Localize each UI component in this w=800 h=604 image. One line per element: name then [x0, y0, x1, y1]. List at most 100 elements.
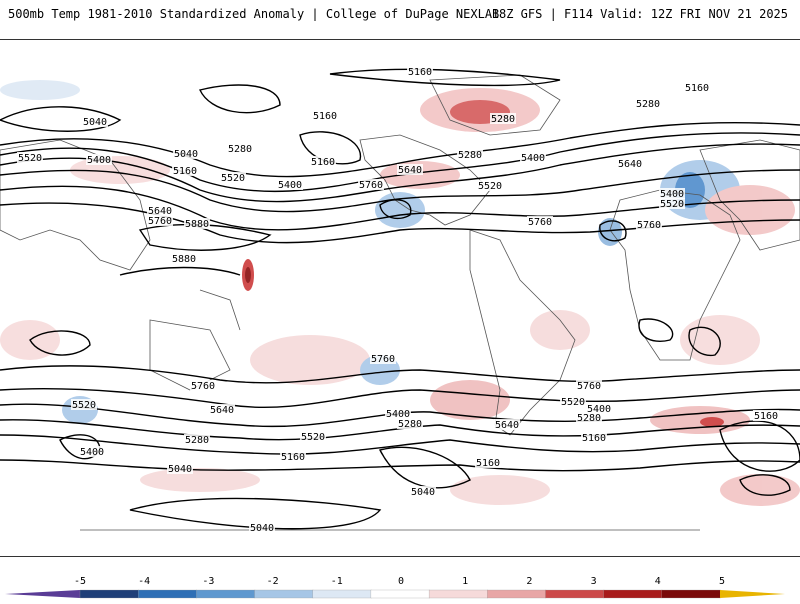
contour-label: 5400: [386, 409, 410, 420]
colorbar-tick-label: -4: [138, 576, 151, 587]
contour-label: 5160: [408, 67, 432, 78]
contour-label: 5160: [754, 411, 778, 422]
contour-label: 5400: [278, 180, 302, 191]
colorbar-tick-label: 1: [462, 576, 469, 587]
contour-label-bg: [494, 419, 520, 430]
contour-label-bg: [220, 172, 246, 183]
contour-label: 5760: [528, 217, 552, 228]
contour-label-bg: [190, 380, 216, 391]
colorbar-min-arrow: [5, 590, 80, 598]
contour-label-bg: [659, 198, 685, 209]
contour-label-bg: [457, 149, 483, 160]
colorbar-segment: [138, 589, 198, 599]
contour-label-bg: [173, 148, 199, 159]
contour-label: 5040: [174, 149, 198, 160]
contour-label-bg: [477, 180, 503, 191]
contour-label-bg: [312, 110, 338, 121]
contour-label: 5280: [228, 144, 252, 155]
colorbar-segment: [661, 589, 721, 599]
map-canvas: 5160 5160 5040 5160 5280 5280 5040 5280 5160 5160…: [0, 66, 800, 534]
contour-label: 5760: [359, 180, 383, 191]
colorbar-tick-label: 5: [718, 576, 726, 587]
colorbar-tick-label: 4: [654, 576, 661, 587]
contour-label-bg: [527, 216, 553, 227]
contour-label-bg: [684, 82, 710, 93]
contour-label: 5640: [398, 165, 422, 176]
contour-label: 5280: [398, 419, 422, 430]
contour-label: 5520: [478, 181, 502, 192]
anomaly-shading: [0, 80, 800, 506]
contour-label: 5160: [313, 111, 337, 122]
colorbar-tick-label: 0: [397, 576, 405, 587]
contour-label: 5280: [577, 413, 601, 424]
contour-label-bg: [560, 396, 586, 407]
contour-label-bg: [184, 434, 210, 445]
colorbar-tick-label: -2: [266, 576, 279, 587]
contour-label: 5400: [80, 447, 104, 458]
contour-label-bg: [385, 408, 411, 419]
contour-labels: 5160 5160 5040 5160 5280 5280 5040 5280 5160 5160…: [17, 66, 779, 534]
colorbar-segment: [79, 589, 139, 599]
contour-label: 5640: [210, 405, 234, 416]
height-contours: [0, 68, 800, 530]
colorbar-max-arrow: [720, 590, 785, 598]
contour-label-bg: [410, 486, 436, 497]
anomaly-map[interactable]: 5160 5160 5040 5160 5280 5280 5040 5280 5160 5160…: [0, 39, 800, 557]
contour-label: 5160: [582, 433, 606, 444]
contour-label-bg: [79, 446, 105, 457]
contour-label-bg: [586, 403, 612, 414]
colorbar-segment: [370, 589, 430, 599]
colorbar-segment: [545, 589, 605, 599]
contour-label: 5160: [685, 83, 709, 94]
colorbar-tick-label: -5: [73, 576, 87, 587]
contour-label: 5760: [371, 354, 395, 365]
contour-label-bg: [617, 158, 643, 169]
contour-label-bg: [17, 152, 43, 163]
contour-label-bg: [397, 418, 423, 429]
coastlines: [0, 74, 800, 531]
contour-label: 5520: [72, 400, 96, 411]
contour-label-bg: [581, 432, 607, 443]
contour-label: 5160: [311, 157, 335, 168]
colorbar-tick-label: 2: [526, 576, 533, 587]
contour-label: 5520: [221, 173, 245, 184]
contour-label: 5160: [476, 458, 500, 469]
contour-label: 5760: [191, 381, 215, 392]
contour-label-bg: [753, 410, 779, 421]
contour-label: 5640: [148, 206, 172, 217]
contour-label: 5520: [301, 432, 325, 443]
contour-label: 5640: [618, 159, 642, 170]
contour-label: 5280: [636, 99, 660, 110]
contour-label-bg: [227, 143, 253, 154]
contour-label-bg: [475, 457, 501, 468]
contour-label: 5280: [458, 150, 482, 161]
contour-label: 5520: [660, 199, 684, 210]
contour-label-bg: [407, 66, 433, 77]
colorbar-segment: [254, 589, 314, 599]
contour-label-bg: [147, 215, 173, 226]
contour-label-bg: [171, 253, 197, 264]
contour-label: 5760: [637, 220, 661, 231]
contour-label: 5760: [577, 381, 601, 392]
contour-label-bg: [636, 219, 662, 230]
header: 500mb Temp 1981-2010 Standardized Anomal…: [0, 0, 800, 30]
contour-label: 5160: [173, 166, 197, 177]
contour-label-bg: [167, 463, 193, 474]
contour-label: 5040: [411, 487, 435, 498]
contour-label: 5040: [83, 117, 107, 128]
contour-label: 5520: [18, 153, 42, 164]
contour-label-bg: [82, 116, 108, 127]
contour-label-bg: [249, 522, 275, 533]
contour-label-bg: [172, 165, 198, 176]
contour-label-bg: [147, 205, 173, 216]
contour-label: 5280: [185, 435, 209, 446]
contour-label-bg: [576, 380, 602, 391]
contour-label-bg: [659, 188, 685, 199]
contour-label: 5400: [87, 155, 111, 166]
colorbar-legend: -5 -4 -3 -2 -1 0 1 2 3 4 5: [0, 560, 800, 600]
contour-label: 5040: [250, 523, 274, 534]
model-run-info: 18Z GFS | F114 Valid: 12Z FRI NOV 21 202…: [491, 7, 788, 21]
contour-label-bg: [520, 152, 546, 163]
contour-label: 5880: [185, 219, 209, 230]
colorbar-tick-label: 3: [590, 576, 597, 587]
